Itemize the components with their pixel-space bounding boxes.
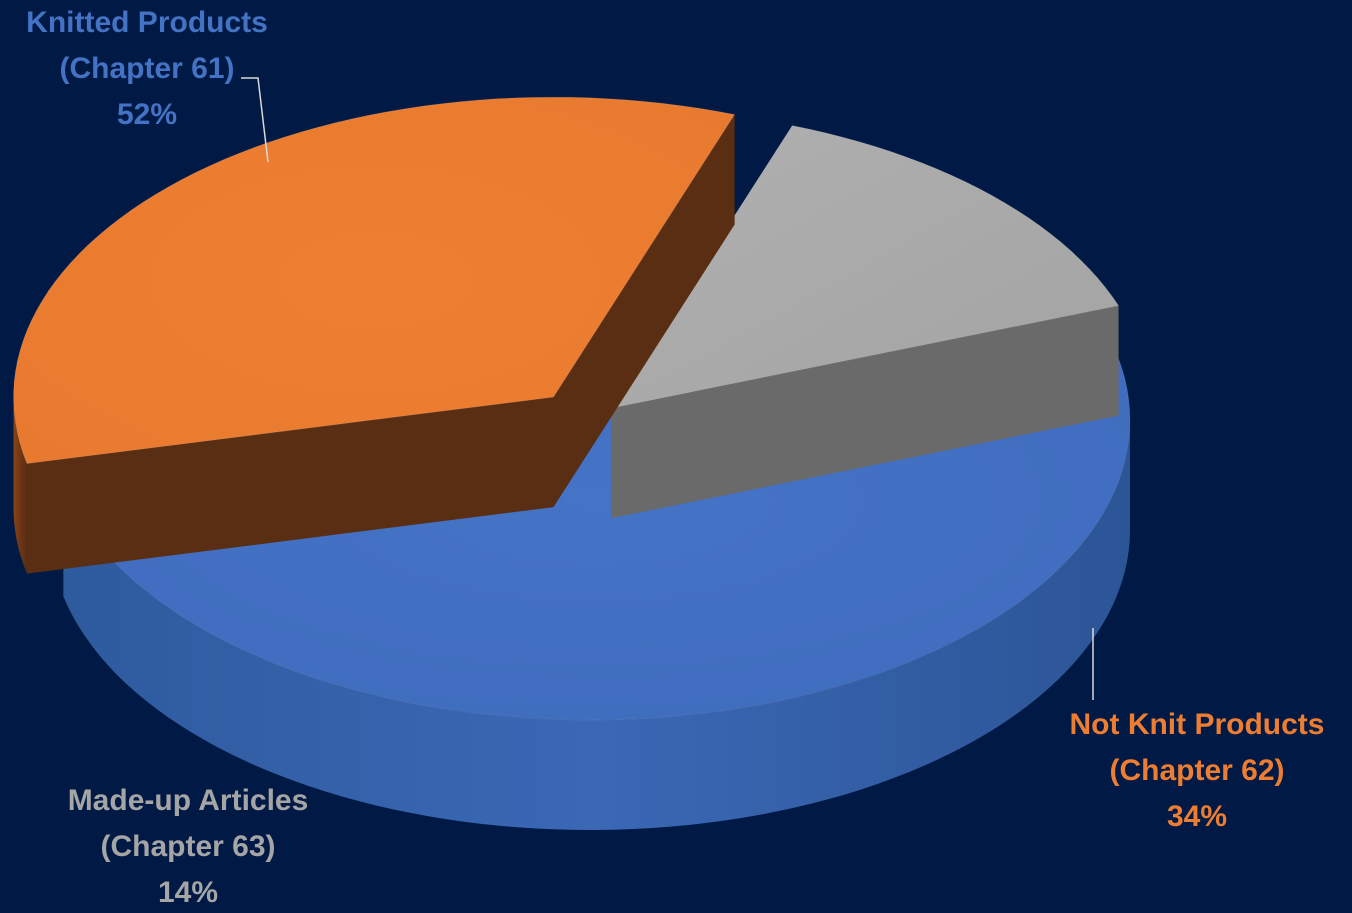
slice-3-label-line2: (Chapter 63) — [100, 830, 275, 863]
slice-2-label-line2: (Chapter 62) — [1109, 754, 1284, 787]
slice-1-label-line2: (Chapter 61) — [59, 52, 234, 85]
slice-3-percent-label: 14% — [158, 876, 218, 908]
slice-2-inner-wall — [26, 397, 554, 574]
slice-1-label-line1: Knitted Products — [26, 6, 268, 39]
slice-1-side — [63, 420, 1130, 830]
slice-2-top — [13, 96, 736, 465]
slice-2-inner-wall — [553, 114, 735, 508]
slice-3-inner-wall — [611, 305, 1119, 519]
slice-2-percent-label: 34% — [1167, 800, 1227, 833]
slice-1-leader-line — [241, 77, 269, 163]
pie-slices — [13, 96, 1131, 830]
slice-1-percent-label: 52% — [117, 98, 177, 131]
slice-3-top — [610, 125, 1120, 409]
slice-labels: Knitted Products (Chapter 61) 52% Not Knit … — [26, 6, 1325, 909]
slice-2-label-line1: Not Knit Products — [1070, 708, 1325, 741]
slice-2-side — [13, 397, 27, 574]
slice-3-label-line1: Made-up Articles — [68, 784, 309, 817]
leader-lines — [241, 77, 1094, 700]
